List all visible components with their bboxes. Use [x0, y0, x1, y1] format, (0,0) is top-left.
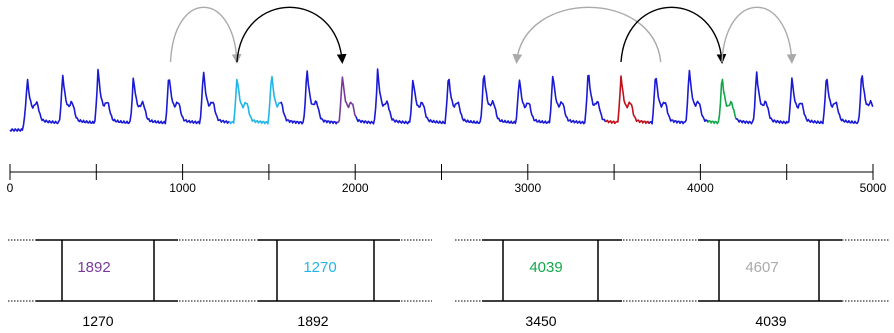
tick-label: 2000 — [342, 181, 369, 195]
tick-label: 4000 — [687, 181, 714, 195]
jump-arrow — [236, 6, 347, 64]
waveform-signal — [9, 68, 874, 132]
jump-arrow — [512, 6, 662, 64]
jump-arrow — [721, 6, 797, 64]
highlighted-segment — [604, 75, 650, 125]
box-value-label: 3450 — [525, 313, 556, 329]
highlighted-segment — [336, 76, 357, 124]
signal-segment — [735, 71, 874, 125]
box-label: 1892 — [77, 259, 110, 276]
tick-label: 5000 — [860, 181, 887, 195]
highlighted-segment — [228, 75, 281, 125]
tick-label: 1000 — [169, 181, 196, 195]
jump-arrows — [169, 6, 797, 64]
box-value-label: 1270 — [82, 313, 113, 329]
lag-box-group-left — [8, 239, 432, 302]
timeline-axis: 0 1000 2000 3000 4000 5000 — [7, 164, 887, 195]
box-value-label: 4039 — [755, 313, 786, 329]
signal-segment — [279, 70, 338, 125]
lag-boxes: 1892 1270 1270 1892 4039 3450 4607 4039 — [8, 239, 890, 329]
lag-box-1: 1892 1270 — [61, 240, 155, 329]
axis-ticks: 0 1000 2000 3000 4000 5000 — [7, 164, 887, 195]
jump-arrow — [620, 6, 727, 64]
box-value-label: 1892 — [297, 313, 328, 329]
tick-label: 0 — [7, 181, 14, 195]
lag-box-group-right — [455, 239, 890, 302]
lag-box-2: 1270 1892 — [276, 240, 375, 329]
lag-box-4: 4607 4039 — [718, 240, 820, 329]
tick-label: 3000 — [514, 181, 541, 195]
jump-arrow — [169, 6, 242, 64]
signal-segment — [648, 69, 709, 125]
box-label: 1270 — [303, 259, 336, 276]
box-label: 4039 — [529, 259, 562, 276]
box-label: 4607 — [745, 259, 778, 276]
lag-box-3: 4039 3450 — [502, 240, 599, 329]
highlighted-segment — [707, 78, 737, 125]
signal-segment — [9, 68, 230, 132]
signal-segment — [355, 68, 607, 125]
